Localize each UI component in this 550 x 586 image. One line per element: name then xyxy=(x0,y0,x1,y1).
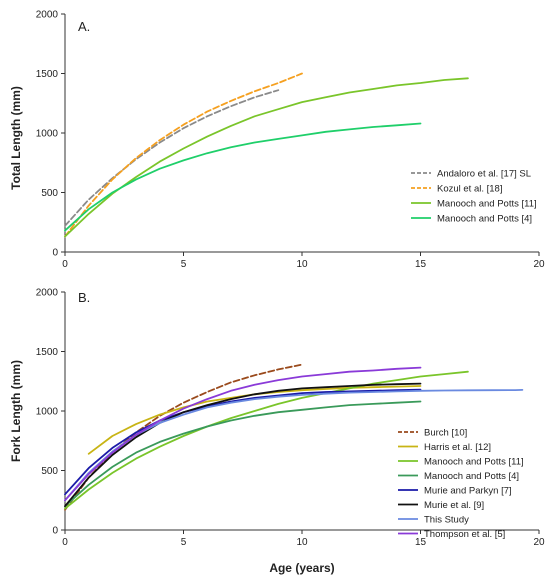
panel-b-y-tick-label: 2000 xyxy=(36,288,59,299)
panel-b-series-line-4 xyxy=(64,400,422,508)
panel-a-axes: 0 500 1000 1500 2000 0 5 10 15 20 xyxy=(36,10,545,271)
panel-b-axes: 0 500 1000 1500 2000 0 5 10 15 20 xyxy=(36,288,545,549)
panel-b-legend-label-8: Thompson et al. [5] xyxy=(424,529,505,540)
panel-a-series-line-3 xyxy=(64,77,469,238)
panel-a-y-tick-label: 2000 xyxy=(36,10,59,21)
panel-b-series-line-6 xyxy=(64,382,422,508)
panel-b-series-line-3 xyxy=(64,370,469,510)
x-axis-label: Age (years) xyxy=(269,561,334,575)
panel-b-series xyxy=(64,363,524,511)
panel-a-ylabel: Total Length (mm) xyxy=(9,86,23,190)
panel-a-y-tick-label: 500 xyxy=(41,188,58,199)
panel-a-series-line-2 xyxy=(64,72,303,238)
panel-b-series-line-1 xyxy=(64,363,303,511)
panel-b-legend-label-2: Harris et al. [12] xyxy=(424,442,491,453)
panel-a-x-tick-label: 10 xyxy=(296,259,308,270)
panel-b-y-tick-label: 1500 xyxy=(36,347,59,358)
panel-a-x-tick-label: 0 xyxy=(62,259,68,270)
panel-b-series-line-8 xyxy=(64,366,422,502)
panel-a-x-tick-label: 5 xyxy=(181,259,187,270)
panel-b-series-line-5 xyxy=(64,388,422,496)
panel-a-series xyxy=(64,72,469,238)
panel-b-y-tick-label: 1000 xyxy=(36,407,59,418)
panel-b-legend-label-3: Manooch and Potts [11] xyxy=(424,457,524,468)
panel-b-x-tick-label: 15 xyxy=(415,537,427,548)
panel-b-y-tick-label: 500 xyxy=(41,466,58,477)
panel-a-legend-label-1: Andaloro et al. [17] SL xyxy=(437,169,531,180)
panel-b: 0 500 1000 1500 2000 0 5 10 15 20 B. Fork Length … xyxy=(9,288,545,549)
panel-a-legend-label-2: Kozul et al. [18] xyxy=(437,184,502,195)
panel-b-x-tick-label: 20 xyxy=(533,537,545,548)
panel-a-legend-label-3: Manooch and Potts [11] xyxy=(437,199,537,210)
panel-b-x-tick-label: 0 xyxy=(62,537,68,548)
panel-b-legend-label-4: Manooch and Potts [4] xyxy=(424,471,519,482)
panel-b-label: B. xyxy=(78,290,90,305)
panel-b-legend-label-5: Murie and Parkyn [7] xyxy=(424,486,512,497)
panel-a-series-line-4 xyxy=(64,122,422,232)
panel-a-y-tick-label: 0 xyxy=(52,248,58,259)
panel-a-y-tick-label: 1000 xyxy=(36,129,59,140)
panel-b-x-tick-label: 5 xyxy=(181,537,187,548)
panel-a-legend-label-4: Manooch and Potts [4] xyxy=(437,214,532,225)
panel-a-series-line-1 xyxy=(64,89,280,227)
panel-b-series-line-2 xyxy=(87,385,422,455)
panel-a-legend: Andaloro et al. [17] SL Kozul et al. [18]… xyxy=(411,169,537,225)
panel-a-label: A. xyxy=(78,19,90,34)
panel-b-ylabel: Fork Length (mm) xyxy=(9,360,23,462)
panel-b-x-tick-label: 10 xyxy=(296,537,308,548)
panel-b-y-tick-label: 0 xyxy=(52,526,58,537)
panel-a-x-tick-label: 15 xyxy=(415,259,427,270)
panel-a-y-tick-label: 1500 xyxy=(36,69,59,80)
panel-b-legend-label-1: Burch [10] xyxy=(424,428,467,439)
panel-b-legend-label-7: This Study xyxy=(424,515,469,526)
panel-a: 0 500 1000 1500 2000 0 5 10 15 20 A. Total Length… xyxy=(9,10,545,271)
panel-b-legend-label-6: Murie et al. [9] xyxy=(424,500,484,511)
panel-a-x-tick-label: 20 xyxy=(533,259,545,270)
panel-b-legend: Burch [10] Harris et al. [12] Manooch and … xyxy=(398,428,524,540)
